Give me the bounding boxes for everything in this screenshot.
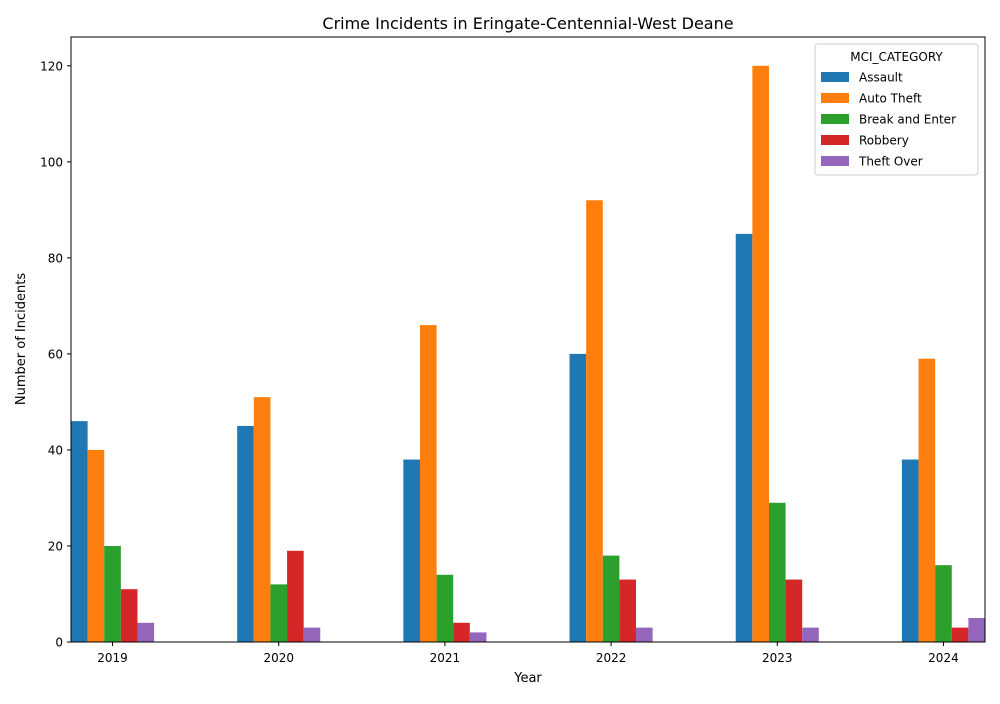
y-tick-label: 100 xyxy=(40,155,63,169)
bar-auto-theft-2019 xyxy=(87,449,105,642)
bar-auto-theft-2021 xyxy=(419,325,437,642)
x-tick-label: 2021 xyxy=(430,651,461,665)
bar-robbery-2019 xyxy=(120,589,138,642)
bar-break-and-enter-2020 xyxy=(270,584,288,642)
x-tick-label: 2020 xyxy=(263,651,294,665)
plot-frame xyxy=(70,36,986,643)
bar-robbery-2020 xyxy=(287,550,304,642)
legend-label-theft-over: Theft Over xyxy=(858,155,923,169)
bar-break-and-enter-2019 xyxy=(104,545,121,642)
legend-label-break-and-enter: Break and Enter xyxy=(859,113,956,127)
bar-theft-over-2024 xyxy=(968,617,985,642)
bar-assault-2019 xyxy=(71,421,88,642)
bar-robbery-2023 xyxy=(785,579,803,642)
y-tick-label: 60 xyxy=(48,347,63,361)
legend-label-assault: Assault xyxy=(859,71,903,85)
x-tick-label: 2019 xyxy=(97,651,128,665)
bar-theft-over-2022 xyxy=(636,627,653,642)
bar-robbery-2022 xyxy=(619,579,637,642)
axes-layer: 0 20 40 60 80 100 120 2019 2020 2021 2022 2023 2024 xyxy=(40,36,986,665)
bar-assault-2023 xyxy=(735,233,753,642)
legend-title: MCI_CATEGORY xyxy=(850,50,943,64)
y-tick-label: 80 xyxy=(48,251,63,265)
x-tick-label: 2024 xyxy=(928,651,959,665)
chart-title: Crime Incidents in Eringate-Centennial-W… xyxy=(322,14,733,33)
x-tick-label: 2022 xyxy=(596,651,627,665)
legend-label-auto-theft: Auto Theft xyxy=(859,92,922,106)
bar-assault-2024 xyxy=(901,459,919,642)
bar-assault-2022 xyxy=(569,353,587,642)
bar-theft-over-2020 xyxy=(303,627,321,642)
bar-auto-theft-2022 xyxy=(586,200,603,642)
legend-label-robbery: Robbery xyxy=(859,134,909,148)
y-tick-label: 0 xyxy=(55,636,63,650)
y-tick-label: 40 xyxy=(48,443,63,457)
y-axis-label: Number of Incidents xyxy=(14,273,29,405)
bar-robbery-2021 xyxy=(453,622,470,642)
bar-break-and-enter-2023 xyxy=(768,502,786,642)
bar-break-and-enter-2022 xyxy=(602,555,620,642)
bar-auto-theft-2020 xyxy=(253,397,271,642)
legend-swatch-auto-theft xyxy=(821,93,849,103)
bar-assault-2020 xyxy=(237,425,254,642)
bar-break-and-enter-2024 xyxy=(935,565,952,642)
bar-theft-over-2023 xyxy=(802,627,819,642)
bar-auto-theft-2023 xyxy=(752,65,769,642)
legend-frame xyxy=(814,43,979,176)
x-axis-label: Year xyxy=(513,671,542,686)
y-tick-label: 20 xyxy=(48,539,63,553)
legend-swatch-robbery xyxy=(821,135,849,145)
legend-swatch-break-and-enter xyxy=(821,114,849,124)
bar-break-and-enter-2021 xyxy=(436,574,454,642)
bar-assault-2021 xyxy=(403,459,420,642)
bar-theft-over-2021 xyxy=(469,632,487,642)
x-tick-label: 2023 xyxy=(762,651,793,665)
legend-swatch-theft-over xyxy=(821,156,849,166)
y-tick-label: 120 xyxy=(40,59,63,73)
bars-layer xyxy=(71,65,985,642)
bar-theft-over-2019 xyxy=(137,622,155,642)
legend-swatch-assault xyxy=(821,72,849,82)
bar-auto-theft-2024 xyxy=(918,358,936,642)
bar-robbery-2024 xyxy=(951,627,969,642)
legend: MCI_CATEGORY Assault Auto Theft Break and E… xyxy=(814,43,979,176)
